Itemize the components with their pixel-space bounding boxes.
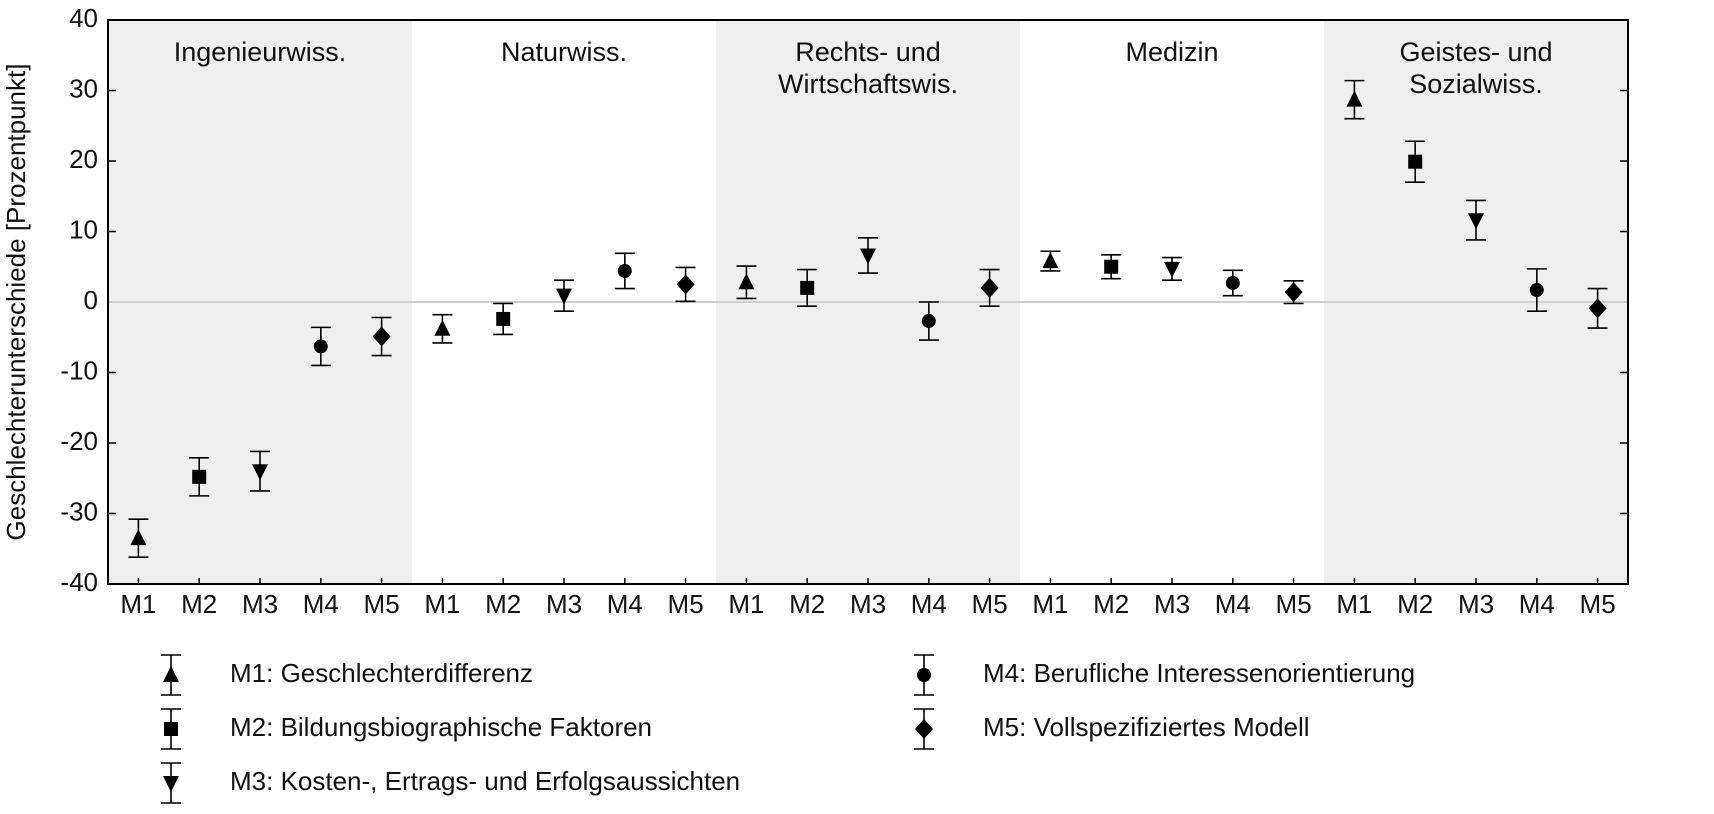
- marker: [1225, 275, 1240, 290]
- y-tick-label: 20: [69, 144, 98, 174]
- marker: [1468, 213, 1484, 230]
- x-tick-label: M2: [1397, 589, 1433, 619]
- y-tick-label: 0: [84, 285, 98, 315]
- x-tick-label: M5: [1580, 589, 1616, 619]
- marker: [1284, 282, 1303, 303]
- marker: [496, 311, 511, 326]
- marker: [921, 314, 936, 329]
- x-tick-label: M5: [1276, 589, 1312, 619]
- marker: [252, 464, 268, 481]
- y-tick-label: 40: [69, 3, 98, 33]
- marker: [434, 319, 451, 336]
- y-tick-label: -30: [60, 496, 98, 526]
- marker: [1042, 252, 1059, 269]
- group-label: Geistes- und Sozialwiss.: [1399, 37, 1553, 99]
- marker: [676, 274, 695, 295]
- x-tick-label: M3: [1458, 589, 1494, 619]
- marker: [556, 288, 572, 305]
- x-tick-label: M3: [242, 589, 278, 619]
- marker: [164, 722, 178, 736]
- plot-frame: [107, 19, 1629, 585]
- marker: [1529, 283, 1544, 298]
- legend-label: M3: Kosten-, Ertrags- und Erfolgsaussich…: [230, 766, 740, 796]
- x-tick-label: M1: [1336, 589, 1372, 619]
- marker: [800, 280, 815, 295]
- group-label: Ingenieurwiss.: [173, 37, 347, 67]
- marker: [617, 263, 632, 278]
- marker: [192, 469, 207, 484]
- marker: [163, 666, 179, 682]
- y-tick-label: -10: [60, 355, 98, 385]
- marker: [738, 273, 755, 290]
- x-tick-label: M4: [303, 589, 339, 619]
- marker: [1346, 90, 1363, 107]
- x-tick-label: M3: [1154, 589, 1190, 619]
- x-tick-label: M3: [546, 589, 582, 619]
- x-tick-label: M3: [850, 589, 886, 619]
- group-label: Rechts- und Wirtschaftswis.: [777, 37, 959, 99]
- x-tick-label: M1: [120, 589, 156, 619]
- x-tick-label: M1: [424, 589, 460, 619]
- marker: [1408, 154, 1423, 169]
- x-tick-label: M4: [607, 589, 643, 619]
- marker: [917, 668, 931, 682]
- marker: [1588, 298, 1607, 319]
- x-tick-label: M4: [1215, 589, 1251, 619]
- y-tick-label: 10: [69, 214, 98, 244]
- x-tick-label: M4: [1519, 589, 1555, 619]
- marker: [1104, 259, 1119, 274]
- x-tick-label: M2: [181, 589, 217, 619]
- group-label: Medizin: [1125, 37, 1219, 67]
- group-label: Naturwiss.: [500, 37, 628, 67]
- marker: [372, 326, 391, 347]
- legend-label: M4: Berufliche Interessenorientierung: [983, 658, 1415, 688]
- y-tick-label: -20: [60, 426, 98, 456]
- x-tick-label: M2: [1093, 589, 1129, 619]
- legend-label: M5: Vollspezifiziertes Modell: [983, 712, 1310, 742]
- x-tick-label: M1: [1032, 589, 1068, 619]
- legend-label: M1: Geschlechterdifferenz: [230, 658, 533, 688]
- marker: [860, 248, 876, 265]
- x-tick-label: M4: [911, 589, 947, 619]
- marker: [163, 776, 179, 792]
- y-tick-label: 30: [69, 73, 98, 103]
- x-tick-label: M2: [485, 589, 521, 619]
- y-axis-label: Geschlechterunterschiede [Prozentpunkt]: [1, 64, 31, 541]
- x-tick-label: M2: [789, 589, 825, 619]
- marker: [980, 277, 999, 298]
- marker: [130, 529, 147, 546]
- x-tick-label: M1: [728, 589, 764, 619]
- legend-label: M2: Bildungsbiographische Faktoren: [230, 712, 652, 742]
- x-tick-label: M5: [972, 589, 1008, 619]
- x-tick-label: M5: [668, 589, 704, 619]
- marker: [313, 339, 328, 354]
- x-tick-label: M5: [364, 589, 400, 619]
- y-tick-label: -40: [60, 567, 98, 597]
- marker: [1164, 261, 1180, 278]
- marker: [915, 719, 933, 739]
